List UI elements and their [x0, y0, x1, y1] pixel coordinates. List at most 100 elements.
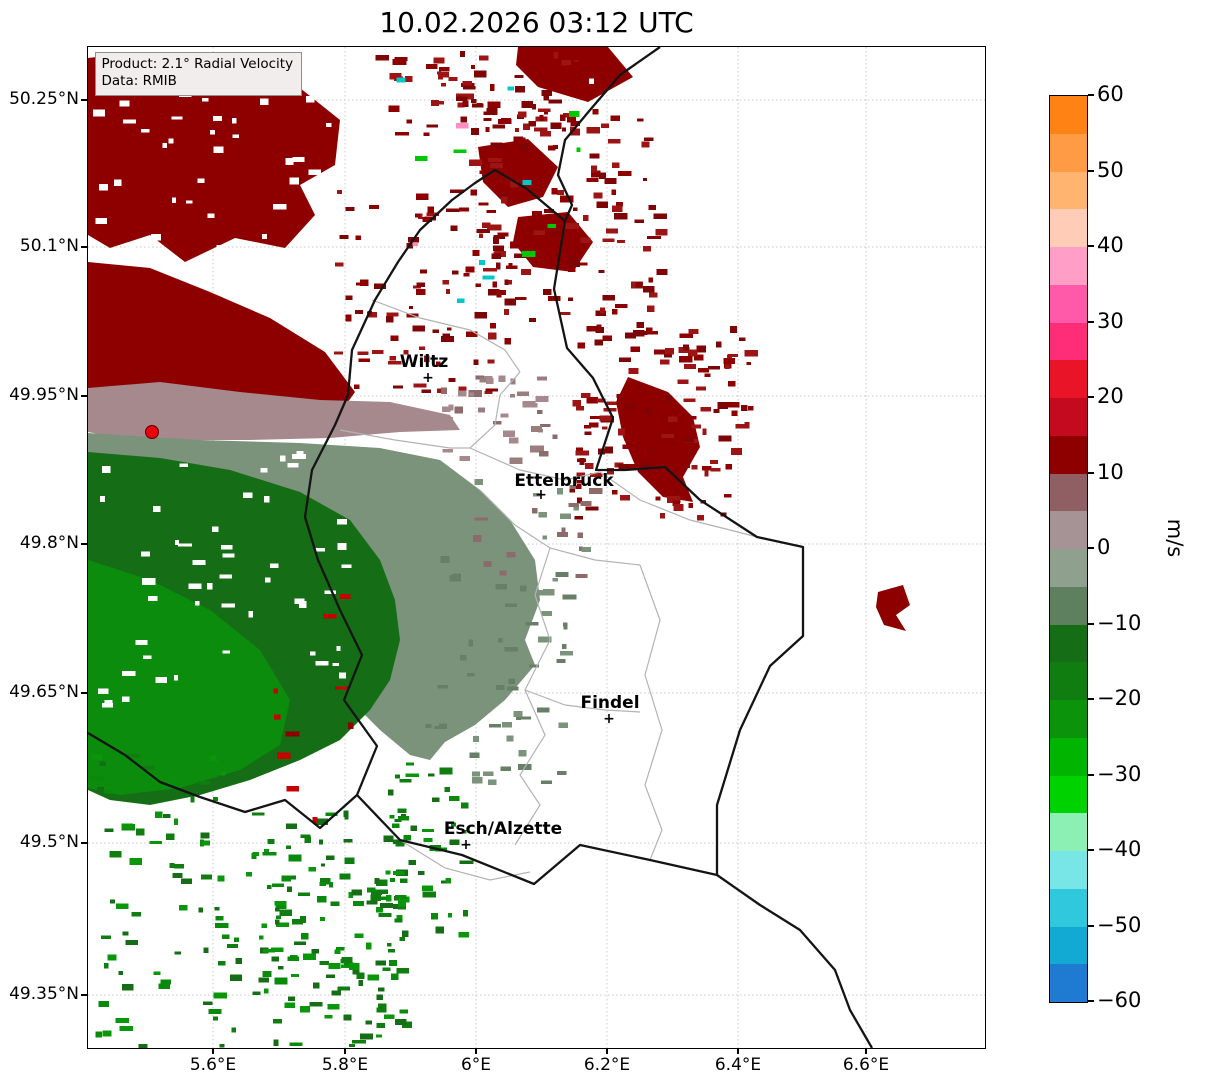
echo-speckle	[179, 463, 188, 467]
echo-speckle	[103, 699, 113, 705]
y-tick-label: 50.25°N	[9, 89, 79, 109]
echo-speckle	[190, 795, 194, 802]
echo-speckle	[471, 771, 480, 776]
district-border	[469, 371, 520, 448]
echo-speckle	[174, 950, 181, 955]
echo-speckle	[487, 331, 496, 339]
colorbar-tick-mark	[1088, 396, 1094, 398]
echo-speckle	[423, 215, 436, 220]
echo-speckle	[559, 114, 566, 121]
echo-speckle	[284, 157, 294, 165]
echo-speckle	[90, 774, 103, 782]
echo-speckle	[551, 433, 557, 439]
echo-speckle	[462, 85, 475, 90]
echo-speckle	[504, 298, 516, 305]
echo-speckle	[117, 970, 123, 975]
echo-speckle	[262, 851, 276, 856]
echo-speckle	[528, 664, 539, 667]
echo-speckle	[530, 425, 542, 432]
echo-speckle	[551, 235, 556, 243]
echo-speckle	[375, 1034, 382, 1038]
city-marker: +	[535, 487, 547, 503]
echo-speckle	[263, 987, 269, 994]
echo-speckle	[258, 935, 263, 940]
echo-speckle	[481, 221, 490, 228]
echo-speckle	[448, 403, 453, 411]
echo-speckle	[165, 832, 174, 840]
echo-speckle	[440, 82, 446, 86]
echo-speckle	[503, 337, 511, 345]
echo-speckle	[676, 464, 690, 468]
echo-speckle	[520, 268, 531, 275]
district-border	[371, 298, 520, 372]
district-border	[339, 428, 470, 449]
echo-speckle	[531, 507, 537, 513]
echo-speckle	[262, 948, 275, 952]
colorbar-segment	[1050, 851, 1087, 889]
echo-speckle	[359, 279, 368, 286]
echo-speckle	[214, 915, 224, 921]
echo-speckle	[421, 828, 434, 832]
echo-speckle	[147, 764, 155, 770]
echo-speckle	[696, 514, 704, 520]
x-tick-label: 6.2°E	[583, 1055, 631, 1075]
echo-speckle	[522, 123, 530, 130]
echo-speckle	[99, 495, 105, 502]
echo-speckle	[173, 863, 184, 869]
echo-speckle	[610, 188, 616, 195]
echo-speckle	[331, 990, 341, 996]
echo-speckle	[642, 245, 651, 252]
echo-speckle	[691, 423, 701, 428]
echo-speckle	[394, 774, 400, 779]
echo-speckle	[518, 197, 525, 201]
echo-speckle	[233, 937, 239, 942]
echo-speckle	[388, 959, 397, 966]
echo-speckle	[375, 878, 388, 886]
colorbar-segment	[1050, 398, 1087, 436]
echo-speckle	[368, 204, 379, 209]
echo-speckle	[725, 463, 732, 470]
echo-speckle	[724, 363, 730, 369]
colorbar-segment	[1050, 511, 1087, 549]
echo-speckle	[506, 686, 518, 690]
echo-speckle	[290, 973, 299, 977]
colorbar-tick-label: −60	[1097, 988, 1142, 1012]
velocity-field-positive-top	[515, 46, 633, 102]
echo-speckle	[445, 208, 459, 212]
echo-speckle	[97, 1000, 109, 1007]
echo-speckle	[170, 115, 182, 119]
echo-speckle	[712, 408, 719, 413]
echo-speckle	[542, 288, 551, 295]
echo-speckle	[556, 189, 564, 195]
echo-speckle	[709, 467, 720, 471]
echo-speckle	[311, 948, 319, 954]
echo-speckle	[532, 229, 545, 235]
velocity-field-positive-east	[615, 376, 700, 502]
echo-speckle	[533, 127, 547, 132]
product-info-box: Product: 2.1° Radial Velocity Data: RMIB	[94, 51, 303, 97]
district-border	[638, 564, 663, 860]
echo-speckle	[677, 443, 684, 447]
echo-speckle	[492, 124, 505, 128]
echo-speckle	[586, 325, 600, 332]
echo-speckle	[212, 115, 222, 121]
echo-speckle	[316, 189, 325, 193]
echo-speckle	[688, 328, 699, 334]
country-border	[87, 731, 358, 829]
echo-speckle	[334, 261, 344, 267]
echo-speckle	[577, 342, 585, 348]
echo-speckle	[342, 1013, 351, 1021]
echo-speckle	[472, 359, 478, 365]
echo-speckle	[583, 424, 591, 429]
echo-speckle	[580, 236, 591, 243]
echo-speckle	[554, 571, 568, 577]
echo-speckle	[490, 571, 503, 577]
echo-speckle	[664, 347, 674, 354]
echo-speckle	[291, 453, 306, 459]
echo-speckle	[220, 544, 232, 550]
echo-speckle	[90, 753, 102, 759]
echo-speckle	[547, 295, 560, 301]
echo-speckle	[338, 234, 349, 239]
echo-speckle	[399, 896, 410, 902]
echo-speckle	[122, 119, 136, 123]
